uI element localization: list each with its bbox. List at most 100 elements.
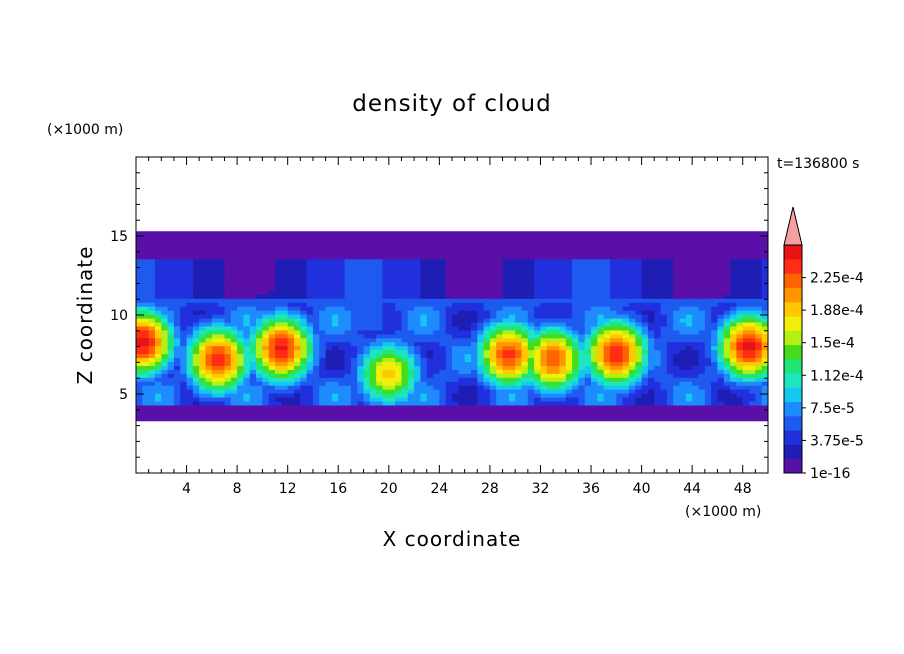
heatmap-cell bbox=[464, 262, 472, 268]
heatmap-cell bbox=[218, 254, 225, 260]
heatmap-cell bbox=[445, 298, 453, 303]
heatmap-cell bbox=[426, 254, 434, 260]
heatmap-cell bbox=[445, 393, 453, 398]
heatmap-cell bbox=[230, 310, 238, 315]
heatmap-cell bbox=[572, 416, 579, 422]
heatmap-cell bbox=[496, 282, 503, 287]
heatmap-cell bbox=[489, 258, 497, 264]
heatmap-cell bbox=[173, 337, 181, 343]
heatmap-cell bbox=[256, 393, 263, 398]
heatmap-cell bbox=[439, 294, 447, 299]
heatmap-cell bbox=[496, 322, 503, 327]
heatmap-cell bbox=[704, 349, 712, 355]
heatmap-cell bbox=[470, 369, 478, 374]
heatmap-cell bbox=[736, 341, 744, 347]
heatmap-cell bbox=[635, 231, 642, 236]
heatmap-cell bbox=[369, 409, 377, 414]
heatmap-cell bbox=[439, 254, 447, 260]
heatmap-cell bbox=[477, 302, 484, 307]
heatmap-cell bbox=[470, 381, 478, 386]
heatmap-cell bbox=[167, 302, 175, 307]
heatmap-cell bbox=[584, 337, 592, 343]
heatmap-cell bbox=[312, 365, 320, 370]
heatmap-cell bbox=[496, 377, 503, 382]
heatmap-cell bbox=[572, 345, 579, 351]
heatmap-cell bbox=[287, 401, 295, 406]
heatmap-cell bbox=[711, 302, 718, 307]
heatmap-cell bbox=[294, 341, 301, 347]
heatmap-cell bbox=[666, 393, 674, 398]
heatmap-cell bbox=[407, 278, 415, 284]
heatmap-cell bbox=[211, 318, 219, 323]
heatmap-cell bbox=[628, 243, 636, 248]
heatmap-cell bbox=[287, 298, 295, 303]
heatmap-cell bbox=[515, 416, 522, 422]
heatmap-cell bbox=[154, 361, 162, 366]
heatmap-cell bbox=[489, 254, 497, 260]
heatmap-cell bbox=[660, 397, 668, 402]
heatmap-cell bbox=[249, 369, 257, 374]
heatmap-cell bbox=[610, 302, 617, 307]
heatmap-cell bbox=[319, 231, 326, 236]
heatmap-cell bbox=[275, 377, 282, 382]
heatmap-cell bbox=[433, 235, 440, 240]
heatmap-cell bbox=[603, 314, 611, 319]
heatmap-cell bbox=[673, 282, 680, 287]
heatmap-cell bbox=[635, 270, 642, 276]
heatmap-cell bbox=[635, 258, 642, 264]
heatmap-cell bbox=[755, 381, 763, 386]
heatmap-cell bbox=[161, 322, 168, 327]
heatmap-cell bbox=[445, 369, 453, 374]
heatmap-cell bbox=[666, 369, 674, 374]
heatmap-cell bbox=[331, 345, 339, 351]
heatmap-cell bbox=[306, 235, 314, 240]
heatmap-cell bbox=[154, 302, 162, 307]
heatmap-cell bbox=[628, 361, 636, 366]
heatmap-cell bbox=[230, 397, 238, 402]
colorbar-swatch bbox=[784, 387, 802, 403]
heatmap-cell bbox=[546, 385, 554, 390]
heatmap-cell bbox=[439, 397, 447, 402]
heatmap-cell bbox=[730, 235, 737, 240]
heatmap-cell bbox=[294, 274, 301, 280]
heatmap-cell bbox=[344, 266, 352, 272]
heatmap-cell bbox=[597, 326, 605, 331]
heatmap-cell bbox=[578, 373, 586, 378]
heatmap-cell bbox=[654, 389, 661, 394]
heatmap-cell bbox=[641, 373, 649, 378]
heatmap-cell bbox=[218, 270, 225, 276]
heatmap-cell bbox=[723, 243, 731, 248]
heatmap-cell bbox=[243, 330, 251, 335]
heatmap-cell bbox=[338, 330, 345, 335]
heatmap-cell bbox=[154, 401, 162, 406]
heatmap-cell bbox=[647, 318, 655, 323]
heatmap-cell bbox=[508, 286, 516, 291]
heatmap-cell bbox=[464, 353, 472, 359]
heatmap-cell bbox=[167, 385, 175, 390]
heatmap-cell bbox=[673, 310, 680, 315]
heatmap-cell bbox=[154, 318, 162, 323]
heatmap-cell bbox=[736, 385, 744, 390]
heatmap-cell bbox=[376, 412, 383, 418]
heatmap-cell bbox=[395, 322, 402, 327]
heatmap-cell bbox=[647, 365, 655, 370]
heatmap-cell bbox=[540, 239, 548, 244]
heatmap-cell bbox=[483, 239, 491, 244]
heatmap-cell bbox=[433, 333, 440, 339]
heatmap-cell bbox=[559, 302, 567, 307]
heatmap-cell bbox=[540, 243, 548, 248]
heatmap-cell bbox=[742, 369, 750, 374]
heatmap-cell bbox=[502, 389, 510, 394]
heatmap-cell bbox=[749, 286, 756, 291]
heatmap-cell bbox=[338, 270, 345, 276]
heatmap-cell bbox=[761, 306, 769, 311]
heatmap-cell bbox=[635, 310, 642, 315]
heatmap-cell bbox=[237, 401, 244, 406]
heatmap-cell bbox=[420, 262, 428, 268]
heatmap-cell bbox=[199, 247, 206, 252]
heatmap-cell bbox=[306, 318, 314, 323]
heatmap-cell bbox=[502, 369, 510, 374]
heatmap-cell bbox=[666, 314, 674, 319]
heatmap-cell bbox=[180, 231, 187, 236]
heatmap-cell bbox=[262, 389, 270, 394]
